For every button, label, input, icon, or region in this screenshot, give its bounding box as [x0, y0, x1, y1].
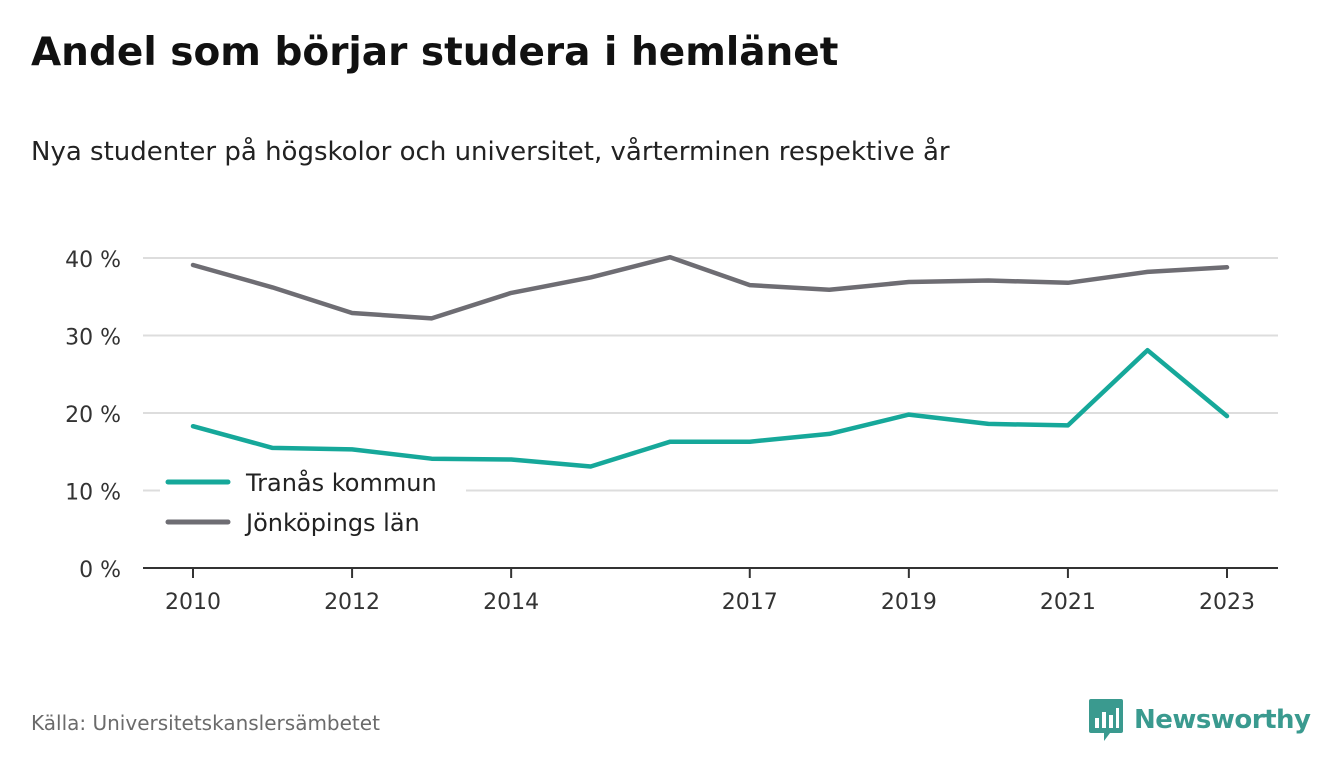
chart-title: Andel som börjar studera i hemlänet — [31, 30, 839, 75]
x-tick-label: 2010 — [165, 590, 221, 615]
y-tick-label: 40 % — [65, 248, 121, 273]
y-axis-ticks: 0 % 10 % 20 % 30 % 40 % — [65, 248, 121, 583]
x-tick-label: 2014 — [483, 590, 539, 615]
x-tick-label: 2023 — [1199, 590, 1255, 615]
legend-background — [160, 502, 466, 536]
gridlines — [143, 257, 1278, 492]
line-chart: 0 % 10 % 20 % 30 % 40 % 2010 2012 2014 2017 2019… — [65, 248, 1278, 615]
y-tick-label: 30 % — [65, 326, 121, 351]
x-tick-label: 2012 — [324, 590, 380, 615]
x-tick-label: 2021 — [1040, 590, 1096, 615]
y-tick-label: 0 % — [79, 558, 121, 583]
y-tick-label: 20 % — [65, 403, 121, 428]
brand-logo: Newsworthy — [1088, 697, 1311, 743]
brand-name: Newsworthy — [1134, 705, 1311, 735]
legend: Tranås kommun Jönköpings län — [160, 462, 466, 537]
x-tick-label: 2019 — [881, 590, 937, 615]
series-lines — [190, 254, 1230, 469]
legend-background — [160, 462, 466, 496]
source-note: Källa: Universitetskanslersämbetet — [31, 711, 380, 735]
y-tick-label: 10 % — [65, 481, 121, 506]
legend-label-1: Tranås kommun — [245, 468, 437, 497]
series-line-1 — [190, 347, 1230, 469]
x-axis: 2010 2012 2014 2017 2019 2021 2023 — [143, 567, 1278, 615]
chart-subtitle: Nya studenter på högskolor och universit… — [31, 137, 950, 167]
legend-label-2: Jönköpings län — [244, 509, 420, 537]
x-tick-label: 2017 — [722, 590, 778, 615]
series-line-2 — [190, 254, 1230, 321]
bar-chart-speech-bubble-icon — [1089, 699, 1123, 741]
